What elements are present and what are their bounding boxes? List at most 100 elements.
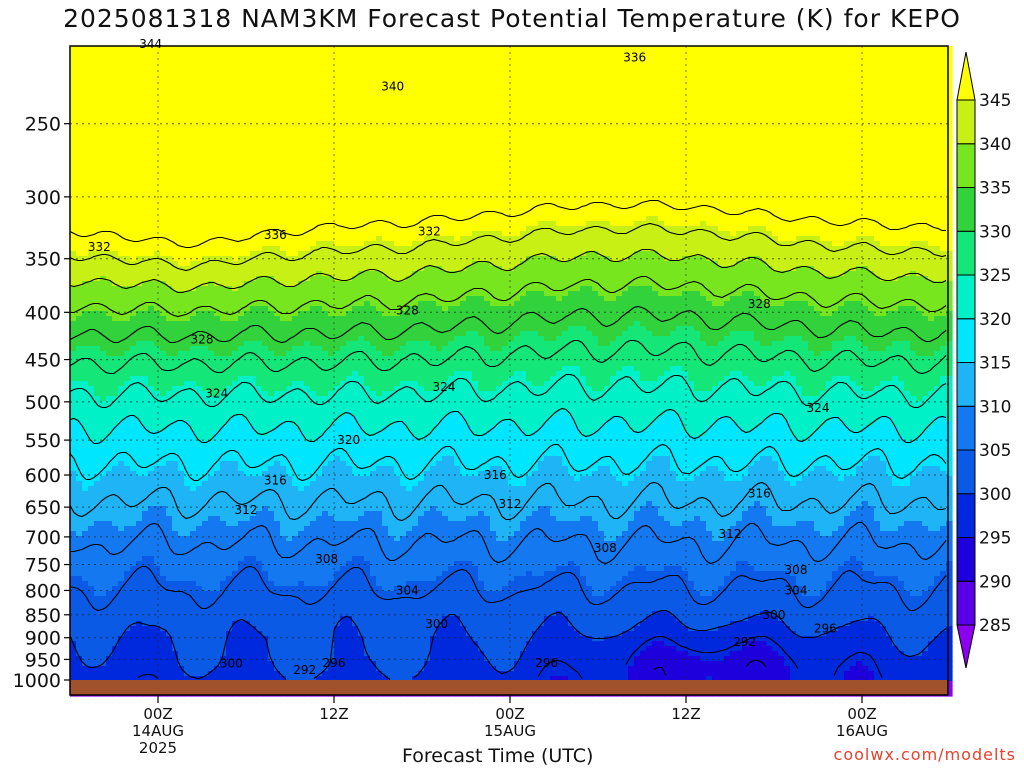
field-cell (202, 291, 209, 297)
field-cell (256, 666, 263, 672)
field-cell (256, 56, 263, 62)
field-cell (232, 141, 239, 147)
field-cell (202, 441, 209, 447)
field-cell (196, 641, 203, 647)
field-cell (232, 251, 239, 257)
field-cell (178, 426, 185, 432)
field-cell (160, 661, 167, 667)
field-cell (94, 426, 101, 432)
field-cell (244, 521, 251, 527)
field-cell (94, 96, 101, 102)
field-cell (178, 401, 185, 407)
field-cell (166, 611, 173, 617)
field-cell (88, 176, 95, 182)
field-cell (262, 536, 269, 542)
field-cell (238, 141, 245, 147)
field-cell (244, 76, 251, 82)
field-cell (190, 71, 197, 77)
field-cell (136, 461, 143, 467)
field-cell (178, 211, 185, 217)
field-cell (82, 91, 89, 97)
field-cell (94, 646, 101, 652)
field-cell (136, 586, 143, 592)
field-cell (244, 286, 251, 292)
field-cell (238, 111, 245, 117)
field-cell (112, 241, 119, 247)
field-cell (142, 521, 149, 527)
field-cell (274, 261, 281, 267)
field-cell (220, 481, 227, 487)
field-cell (190, 411, 197, 417)
field-cell (112, 161, 119, 167)
field-cell (226, 421, 233, 427)
field-cell (226, 381, 233, 387)
field-cell (286, 506, 293, 512)
field-cell (202, 156, 209, 162)
field-cell (238, 51, 245, 57)
field-cell (184, 576, 191, 582)
field-cell (184, 316, 191, 322)
field-cell (94, 446, 101, 452)
field-cell (178, 116, 185, 122)
field-cell (88, 471, 95, 477)
field-cell (160, 246, 167, 252)
field-cell (280, 356, 287, 362)
field-cell (118, 366, 125, 372)
field-cell (118, 431, 125, 437)
field-cell (196, 666, 203, 672)
field-cell (292, 226, 299, 232)
field-cell (208, 291, 215, 297)
field-cell (124, 461, 131, 467)
field-cell (178, 71, 185, 77)
field-cell (148, 181, 155, 187)
field-cell (190, 191, 197, 197)
field-cell (244, 346, 251, 352)
field-cell (112, 226, 119, 232)
field-cell (160, 56, 167, 62)
field-cell (94, 331, 101, 337)
field-cell (142, 236, 149, 242)
field-cell (82, 361, 89, 367)
field-cell (262, 551, 269, 557)
field-cell (70, 236, 77, 242)
field-cell (166, 606, 173, 612)
field-cell (88, 126, 95, 132)
field-cell (130, 271, 137, 277)
field-cell (154, 331, 161, 337)
field-cell (262, 526, 269, 532)
field-cell (202, 111, 209, 117)
field-cell (160, 471, 167, 477)
field-cell (166, 321, 173, 327)
field-cell (208, 511, 215, 517)
field-cell (136, 151, 143, 157)
field-cell (172, 456, 179, 462)
field-cell (148, 361, 155, 367)
field-cell (274, 521, 281, 527)
field-cell (190, 101, 197, 107)
field-cell (250, 96, 257, 102)
field-cell (154, 316, 161, 322)
field-cell (238, 46, 245, 52)
field-cell (76, 456, 83, 462)
field-cell (184, 436, 191, 442)
field-cell (166, 446, 173, 452)
field-cell (124, 506, 131, 512)
field-cell (274, 151, 281, 157)
field-cell (226, 171, 233, 177)
field-cell (232, 526, 239, 532)
field-cell (208, 331, 215, 337)
field-cell (178, 86, 185, 92)
field-cell (142, 56, 149, 62)
field-cell (148, 386, 155, 392)
field-cell (118, 526, 125, 532)
field-cell (118, 631, 125, 637)
field-cell (292, 51, 299, 57)
field-cell (292, 256, 299, 262)
field-cell (196, 331, 203, 337)
field-cell (148, 526, 155, 532)
field-cell (256, 421, 263, 427)
field-cell (202, 676, 209, 682)
field-cell (232, 91, 239, 97)
field-cell (208, 501, 215, 507)
field-cell (184, 61, 191, 67)
